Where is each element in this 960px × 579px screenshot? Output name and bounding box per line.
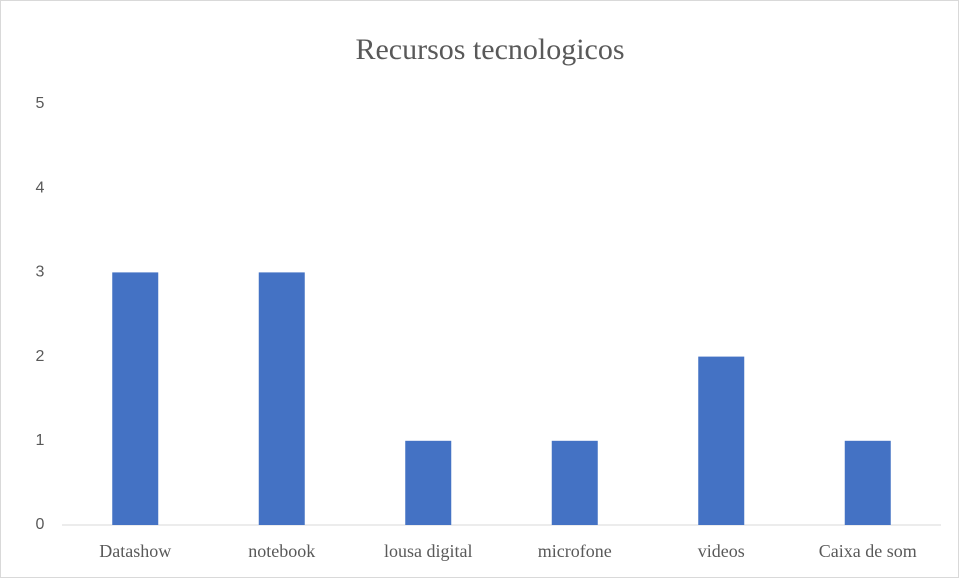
bar [258,272,305,525]
y-tick-label: 5 [36,95,45,112]
x-tick-label: Datashow [99,541,171,561]
y-tick-label: 0 [36,516,45,533]
bar [112,272,159,525]
y-tick-label: 1 [36,432,45,449]
x-tick-label: videos [698,541,745,561]
bar [551,440,598,525]
bar [844,440,891,525]
x-tick-label: Caixa de som [819,541,917,561]
x-tick-label: lousa digital [384,541,473,561]
y-tick-label: 2 [36,348,45,365]
x-tick-label: microfone [538,541,612,561]
chart-title: Recursos tecnologicos [355,33,624,66]
y-tick-label: 3 [36,264,45,281]
bar [698,356,745,525]
bar [405,440,452,525]
x-tick-label: notebook [248,541,315,561]
y-tick-label: 4 [36,179,45,196]
